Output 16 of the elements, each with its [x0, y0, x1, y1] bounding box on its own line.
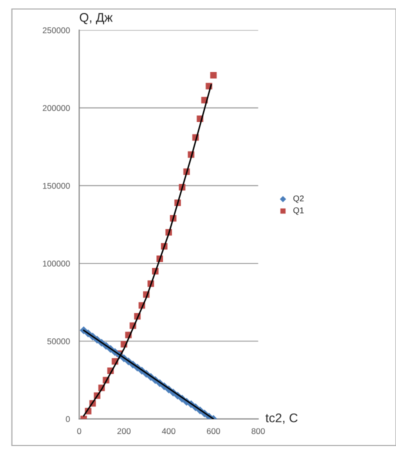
y-tick-label: 100000 [43, 260, 70, 267]
y-tick-label: 150000 [43, 182, 70, 189]
x-tick-label: 200 [117, 428, 131, 434]
x-tick-label: 400 [162, 428, 176, 434]
x-tick-label: 0 [77, 428, 82, 434]
legend-label: Q1 [293, 207, 304, 215]
y-axis-title: Q, Дж [80, 12, 113, 24]
x-axis-title: tc2, C [266, 413, 298, 424]
y-tick-label: 50000 [47, 338, 70, 344]
legend-label: Q2 [293, 195, 304, 203]
y-tick-label: 200000 [42, 105, 70, 112]
x-tick-label: 800 [252, 428, 265, 434]
y-tick-label: 250000 [42, 27, 70, 34]
x-tick-label: 600 [206, 428, 220, 434]
y-tick-label: 0 [66, 416, 70, 422]
point [210, 72, 217, 79]
